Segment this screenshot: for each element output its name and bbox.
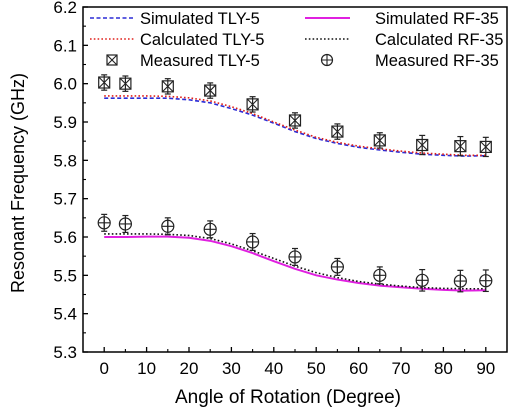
y-tick-label: 6.2 <box>53 0 77 17</box>
marker-cross <box>331 125 344 138</box>
marker-plus <box>331 260 344 273</box>
marker-cross <box>119 77 132 90</box>
marker-box <box>119 77 132 90</box>
marker-cross <box>479 141 492 153</box>
marker-plus <box>119 217 132 230</box>
marker-plus <box>246 235 259 248</box>
marker-box <box>373 134 386 147</box>
data-point-5-7 <box>373 266 387 285</box>
data-point-2-0 <box>98 74 111 91</box>
marker-plus <box>289 250 301 263</box>
y-axis-label: Resonant Frequency (GHz) <box>8 73 28 293</box>
marker-box <box>106 54 118 66</box>
x-tick-label: 40 <box>264 359 283 378</box>
data-point-2-4 <box>246 96 259 113</box>
data-point-2-8 <box>416 134 429 156</box>
marker-plus <box>321 54 333 66</box>
legend-label: Measured RF-35 <box>375 52 499 70</box>
marker-cross <box>161 80 174 93</box>
data-point-2-1 <box>119 75 132 92</box>
legend-label: Calculated TLY-5 <box>140 31 264 49</box>
marker-plus <box>161 220 174 233</box>
marker-cross <box>246 98 259 111</box>
x-tick-label: 70 <box>392 359 411 378</box>
y-tick-label: 5.9 <box>53 113 77 132</box>
data-point-2-2 <box>161 78 174 95</box>
y-tick-label: 5.8 <box>53 151 77 170</box>
marker-plus <box>479 274 492 287</box>
data-point-2-5 <box>288 112 302 129</box>
x-tick-label: 20 <box>180 359 199 378</box>
legend-item-1: Calculated TLY-5 <box>90 31 264 49</box>
y-tick-label: 5.6 <box>53 228 77 247</box>
marker-cross <box>289 114 301 127</box>
data-point-5-5 <box>288 247 302 266</box>
data-point-5-10 <box>479 269 493 293</box>
data-point-2-7 <box>373 132 386 149</box>
marker-box <box>288 114 302 127</box>
marker-box <box>161 80 174 93</box>
data-point-5-9 <box>453 269 467 293</box>
legend-item-4: Calculated RF-35 <box>305 31 503 49</box>
legend-label: Simulated TLY-5 <box>140 10 260 28</box>
legend-item-5: Measured RF-35 <box>320 52 499 70</box>
x-axis-label: Angle of Rotation (Degree) <box>175 387 401 408</box>
marker-cross <box>204 84 217 97</box>
marker-plus <box>454 275 467 288</box>
y-tick-label: 5.4 <box>53 305 77 324</box>
legend-label: Measured TLY-5 <box>140 52 260 70</box>
marker-cross <box>454 140 467 153</box>
data-point-5-8 <box>415 268 429 292</box>
data-point-2-10 <box>479 136 492 158</box>
data-point-2-6 <box>331 123 344 140</box>
marker-box <box>454 140 467 153</box>
legend-label: Calculated RF-35 <box>375 31 503 49</box>
x-tick-label: 0 <box>99 359 108 378</box>
x-tick-label: 90 <box>476 359 495 378</box>
data-point-2-9 <box>454 135 467 157</box>
y-tick-label: 5.3 <box>53 343 77 362</box>
data-point-5-3 <box>203 220 217 239</box>
marker-box <box>479 140 492 154</box>
data-point-5-0 <box>97 213 111 232</box>
y-tick-label: 5.7 <box>53 190 77 209</box>
marker-plus <box>416 274 429 287</box>
legend-item-3: Simulated RF-35 <box>305 10 499 28</box>
data-point-5-1 <box>118 214 133 233</box>
legend-item-0: Simulated TLY-5 <box>90 10 260 28</box>
marker-cross <box>98 76 111 89</box>
marker-cross <box>416 139 429 151</box>
marker-cross <box>106 54 118 66</box>
marker-box <box>416 138 429 152</box>
marker-plus <box>373 269 386 282</box>
marker-series-layer <box>97 74 493 293</box>
axes-layer: 0 10 20 30 40 50 60 70 80 90 5.3 5.4 5.5 5.6 5.7 5.8 5.9… <box>53 0 508 378</box>
legend-label: Simulated RF-35 <box>375 10 499 28</box>
x-tick-label: 30 <box>222 359 241 378</box>
legend: Simulated TLY-5 Calculated TLY-5 Measured … <box>90 10 503 70</box>
marker-plus <box>98 216 111 229</box>
marker-cross <box>373 134 386 147</box>
data-point-5-6 <box>330 257 344 276</box>
x-tick-label: 80 <box>434 359 453 378</box>
data-point-2-3 <box>204 82 217 99</box>
legend-item-2: Measured TLY-5 <box>106 52 260 70</box>
marker-plus <box>204 223 217 236</box>
y-tick-label: 5.5 <box>53 266 77 285</box>
data-point-5-2 <box>161 217 175 236</box>
y-tick-label: 6.0 <box>53 75 77 94</box>
data-point-5-4 <box>246 232 260 252</box>
marker-box <box>331 125 344 138</box>
marker-box <box>204 84 217 97</box>
marker-box <box>98 76 111 89</box>
x-tick-label: 10 <box>137 359 156 378</box>
x-tick-label: 60 <box>349 359 368 378</box>
marker-box <box>246 98 259 111</box>
y-tick-label: 6.1 <box>53 36 77 55</box>
x-tick-label: 50 <box>307 359 326 378</box>
